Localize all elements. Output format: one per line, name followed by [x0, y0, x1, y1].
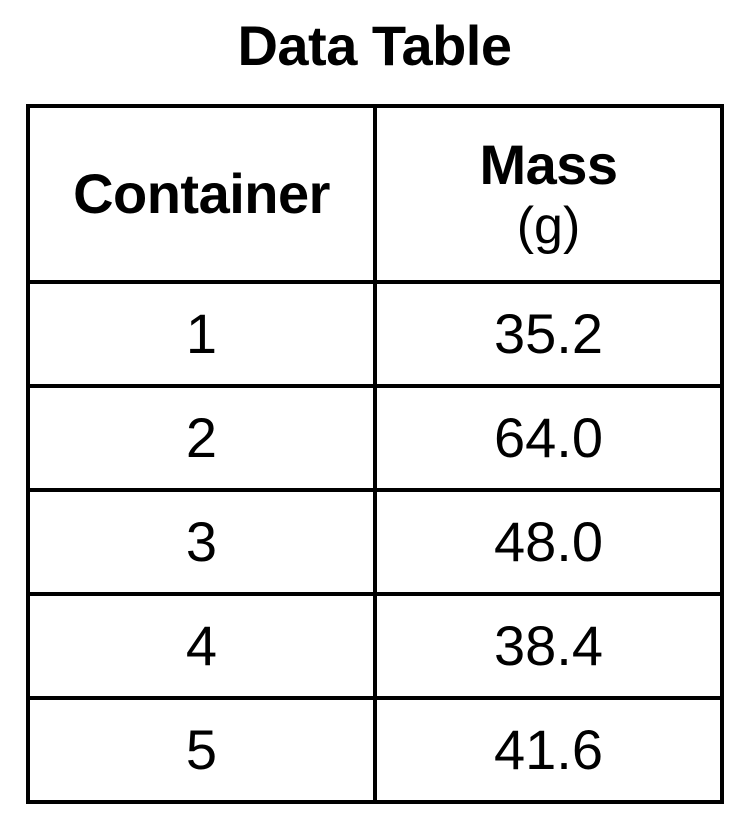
mass-cell: 41.6 — [373, 696, 724, 804]
mass-cell: 38.4 — [373, 592, 724, 700]
container-cell: 2 — [26, 384, 377, 492]
table-title: Data Table — [237, 14, 512, 77]
column-header-mass-unit: (g) — [516, 197, 581, 255]
column-header-mass: Mass (g) — [373, 104, 724, 284]
container-cell: 5 — [26, 696, 377, 804]
data-table: Container Mass (g) 1 35.2 2 64.0 3 48.0 … — [26, 104, 724, 804]
mass-cell: 35.2 — [373, 280, 724, 388]
table-row: 2 64.0 — [26, 384, 724, 492]
header-row: Container Mass (g) — [26, 104, 724, 284]
container-cell: 3 — [26, 488, 377, 596]
table-row: 4 38.4 — [26, 592, 724, 700]
column-header-container: Container — [26, 104, 377, 284]
container-cell: 4 — [26, 592, 377, 700]
table-row: 3 48.0 — [26, 488, 724, 596]
mass-cell: 48.0 — [373, 488, 724, 596]
table-row: 5 41.6 — [26, 696, 724, 804]
column-header-mass-label: Mass — [479, 133, 618, 196]
table-row: 1 35.2 — [26, 280, 724, 388]
mass-cell: 64.0 — [373, 384, 724, 492]
container-cell: 1 — [26, 280, 377, 388]
column-header-container-label: Container — [73, 162, 330, 225]
